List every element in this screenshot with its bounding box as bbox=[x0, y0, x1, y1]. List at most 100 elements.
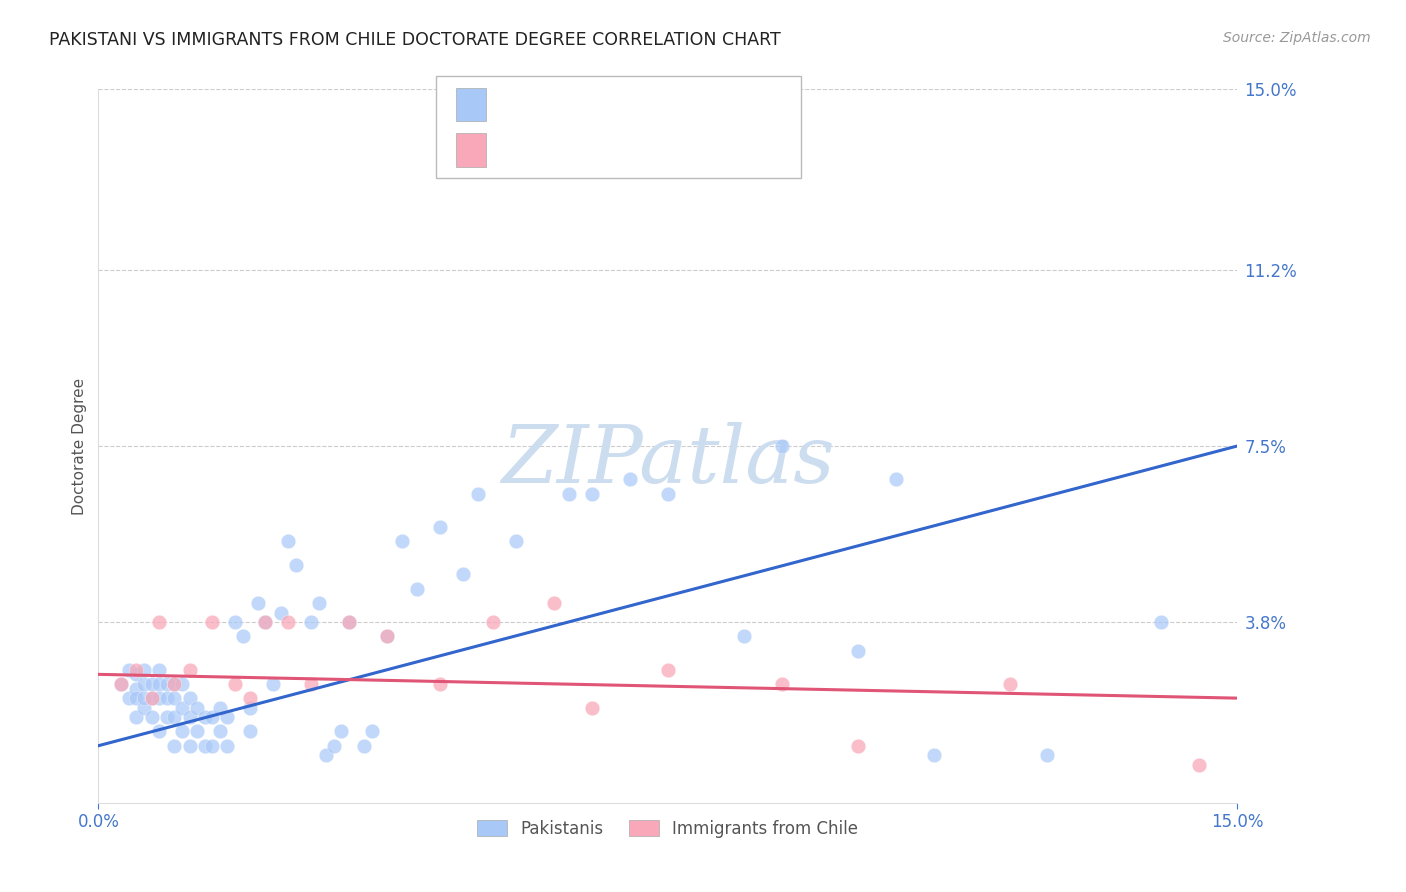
Point bbox=[391, 534, 413, 549]
Point bbox=[179, 739, 201, 753]
Point bbox=[163, 710, 186, 724]
Point bbox=[141, 691, 163, 706]
Point bbox=[315, 748, 337, 763]
Point bbox=[179, 710, 201, 724]
Point bbox=[148, 663, 170, 677]
Point bbox=[277, 534, 299, 549]
Point bbox=[846, 643, 869, 657]
Point bbox=[657, 663, 679, 677]
Point bbox=[884, 472, 907, 486]
Text: PAKISTANI VS IMMIGRANTS FROM CHILE DOCTORATE DEGREE CORRELATION CHART: PAKISTANI VS IMMIGRANTS FROM CHILE DOCTO… bbox=[49, 31, 780, 49]
Point bbox=[922, 748, 945, 763]
Legend: Pakistanis, Immigrants from Chile: Pakistanis, Immigrants from Chile bbox=[471, 814, 865, 845]
Point bbox=[482, 615, 505, 629]
Point bbox=[360, 724, 382, 739]
Point bbox=[201, 739, 224, 753]
Point bbox=[148, 724, 170, 739]
Point bbox=[262, 677, 284, 691]
Point bbox=[232, 629, 254, 643]
Point bbox=[110, 677, 132, 691]
Point bbox=[375, 629, 398, 643]
Point bbox=[118, 691, 141, 706]
Point bbox=[254, 615, 277, 629]
Point bbox=[163, 739, 186, 753]
Point bbox=[770, 677, 793, 691]
Y-axis label: Doctorate Degree: Doctorate Degree bbox=[72, 377, 87, 515]
Point bbox=[163, 677, 186, 691]
Point bbox=[201, 615, 224, 629]
Point bbox=[505, 534, 527, 549]
Point bbox=[141, 677, 163, 691]
Point bbox=[467, 486, 489, 500]
Point bbox=[1150, 615, 1173, 629]
Point bbox=[337, 615, 360, 629]
Point bbox=[619, 472, 641, 486]
Point bbox=[558, 486, 581, 500]
Point bbox=[217, 739, 239, 753]
Point bbox=[179, 691, 201, 706]
Point bbox=[110, 677, 132, 691]
Point bbox=[239, 724, 262, 739]
Point bbox=[170, 724, 193, 739]
Point bbox=[194, 710, 217, 724]
Point bbox=[118, 663, 141, 677]
Point bbox=[208, 724, 231, 739]
Point bbox=[132, 700, 155, 714]
Point bbox=[406, 582, 429, 596]
Point bbox=[217, 710, 239, 724]
Point bbox=[277, 615, 299, 629]
Point bbox=[239, 700, 262, 714]
Point bbox=[125, 667, 148, 681]
Point bbox=[429, 677, 451, 691]
Point bbox=[125, 681, 148, 696]
Text: Source: ZipAtlas.com: Source: ZipAtlas.com bbox=[1223, 31, 1371, 45]
Point bbox=[224, 615, 246, 629]
Point bbox=[186, 700, 208, 714]
Point bbox=[581, 486, 603, 500]
Text: R = -0.196   N = 23: R = -0.196 N = 23 bbox=[503, 141, 695, 159]
Point bbox=[770, 439, 793, 453]
Point bbox=[148, 615, 170, 629]
Point bbox=[132, 691, 155, 706]
Point bbox=[156, 677, 179, 691]
Point bbox=[308, 596, 330, 610]
Point bbox=[156, 710, 179, 724]
Point bbox=[846, 739, 869, 753]
Point bbox=[163, 677, 186, 691]
Text: R = 0.470   N = 77: R = 0.470 N = 77 bbox=[503, 95, 688, 113]
Point bbox=[1036, 748, 1059, 763]
Point bbox=[224, 677, 246, 691]
Point bbox=[998, 677, 1021, 691]
Point bbox=[451, 567, 474, 582]
Point bbox=[132, 677, 155, 691]
Point bbox=[581, 700, 603, 714]
Point bbox=[125, 691, 148, 706]
Point bbox=[246, 596, 269, 610]
Point bbox=[141, 710, 163, 724]
Point bbox=[299, 677, 322, 691]
Point bbox=[148, 677, 170, 691]
Point bbox=[170, 700, 193, 714]
Point bbox=[125, 710, 148, 724]
Point bbox=[375, 629, 398, 643]
Point bbox=[186, 724, 208, 739]
Point bbox=[194, 739, 217, 753]
Point bbox=[330, 724, 353, 739]
Point bbox=[170, 677, 193, 691]
Point bbox=[322, 739, 344, 753]
Point bbox=[1188, 757, 1211, 772]
Point bbox=[337, 615, 360, 629]
Point bbox=[208, 700, 231, 714]
Point bbox=[201, 710, 224, 724]
Text: ZIPatlas: ZIPatlas bbox=[501, 422, 835, 499]
Point bbox=[141, 691, 163, 706]
Point bbox=[163, 691, 186, 706]
Point bbox=[270, 606, 292, 620]
Point bbox=[429, 520, 451, 534]
Point bbox=[132, 663, 155, 677]
Point bbox=[284, 558, 307, 572]
Point bbox=[148, 691, 170, 706]
Point bbox=[733, 629, 755, 643]
Point bbox=[239, 691, 262, 706]
Point bbox=[299, 615, 322, 629]
